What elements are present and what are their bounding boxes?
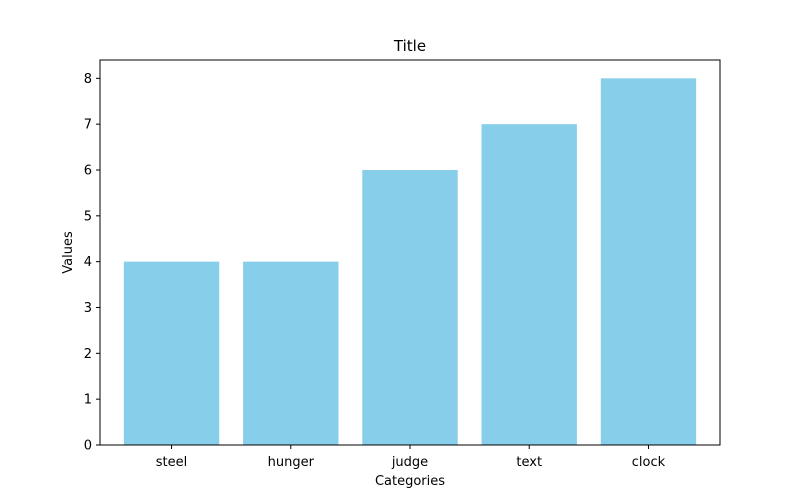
x-tick-label: clock (632, 455, 666, 470)
bars-layer (123, 78, 697, 446)
y-ticks: 0 1 2 3 4 5 6 7 8 (84, 72, 100, 454)
x-tick-label: text (516, 455, 542, 470)
y-tick-label: 4 (84, 255, 92, 270)
y-tick-label: 2 (84, 347, 92, 362)
bar-steel (123, 261, 220, 445)
y-tick-label: 5 (84, 209, 92, 224)
y-tick-label: 3 (84, 301, 92, 316)
x-axis-label: Categories (375, 474, 445, 489)
x-tick-label: steel (156, 455, 187, 470)
y-tick-label: 7 (84, 118, 92, 133)
x-tick-label: judge (391, 455, 428, 470)
y-tick-label: 1 (84, 393, 92, 408)
x-tick-label: hunger (268, 455, 315, 470)
y-axis-label: Values (61, 231, 76, 274)
bar-clock (600, 78, 697, 445)
bar-text (481, 124, 577, 446)
y-tick-label: 6 (84, 164, 92, 179)
chart-title: Title (393, 37, 426, 55)
y-tick-label: 8 (84, 72, 92, 87)
bar-hunger (243, 261, 339, 445)
plot-area-frame (99, 59, 721, 446)
bar-judge (362, 170, 458, 445)
y-tick-label: 0 (84, 439, 92, 454)
x-ticks: steel hunger judge text clock (156, 445, 666, 470)
